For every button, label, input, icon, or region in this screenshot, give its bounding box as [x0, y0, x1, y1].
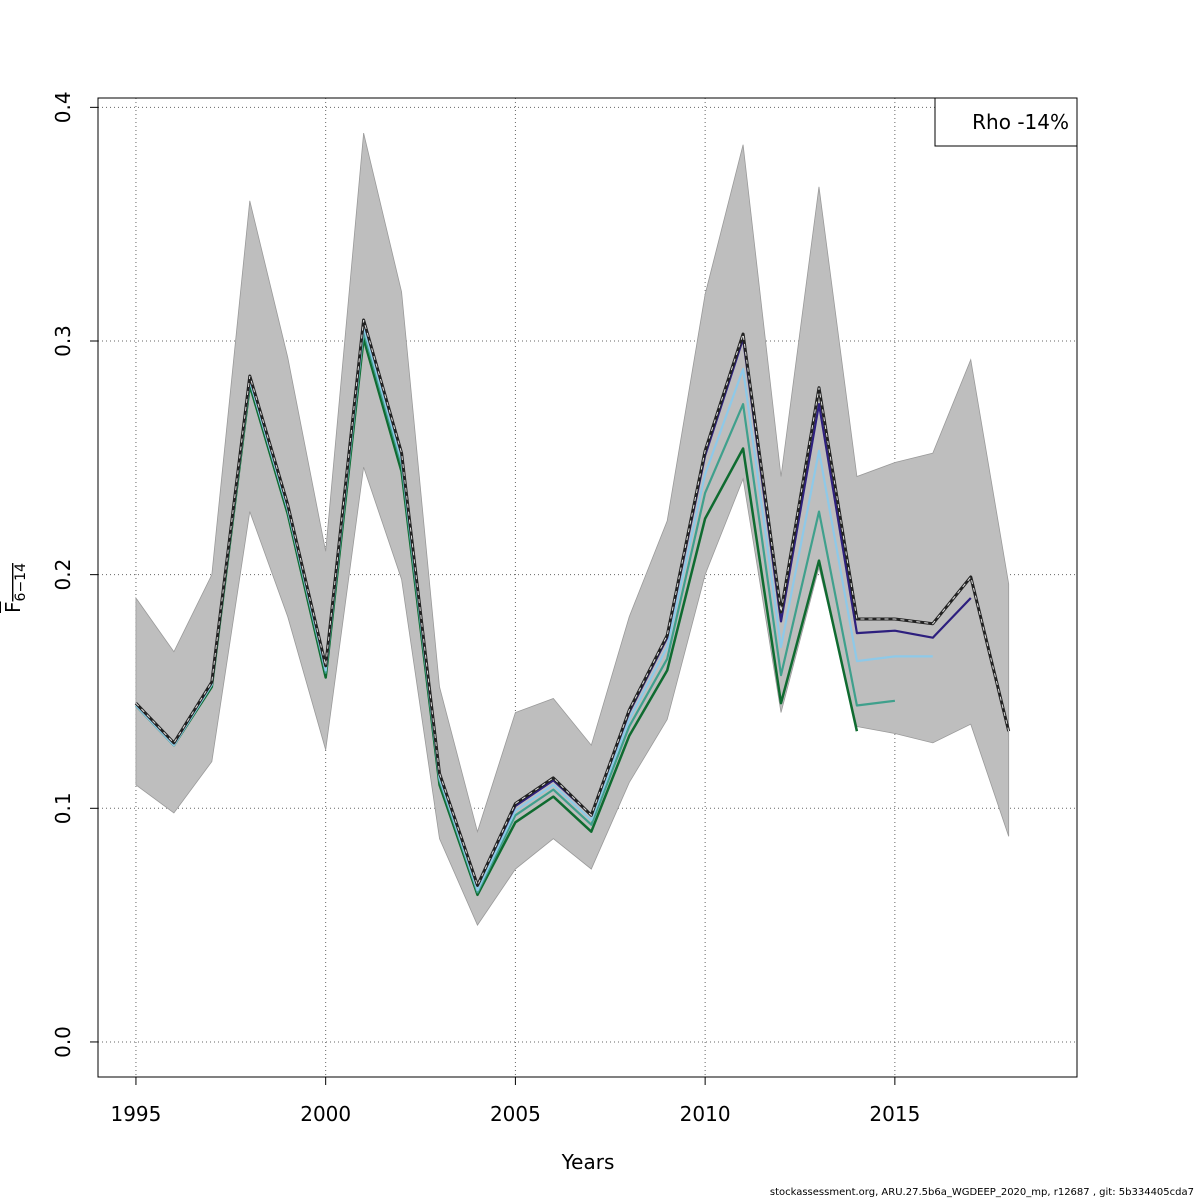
- x-tick-label: 1995: [110, 1102, 161, 1126]
- y-tick-label: 0.4: [51, 91, 75, 123]
- y-tick-label: 0.1: [51, 792, 75, 824]
- confidence-band: [135, 132, 1010, 926]
- y-axis-title-subscript: 6−14: [13, 563, 29, 602]
- legend: Rho -14%: [934, 97, 1078, 147]
- confidence-band-group: [135, 132, 1010, 926]
- series-line-reference-dash: [135, 319, 1010, 887]
- x-axis: 1995 2000 2005 2010 2015: [110, 1076, 920, 1126]
- legend-text: Rho -14%: [972, 110, 1069, 134]
- series-line: [134, 337, 859, 897]
- y-tick-label: 0.3: [51, 325, 75, 357]
- y-tick-label: 0.2: [51, 559, 75, 591]
- y-tick-label: 0.0: [51, 1026, 75, 1058]
- x-axis-title: Years: [561, 1150, 615, 1174]
- x-tick-label: 2010: [680, 1102, 731, 1126]
- footer-note: stockassessment.org, ARU.27.5b6a_WGDEEP_…: [769, 1187, 1194, 1198]
- legend-box: [934, 97, 1078, 147]
- x-tick-label: 2000: [300, 1102, 351, 1126]
- series-group: [134, 318, 1011, 897]
- y-axis: 0.0 0.1 0.2 0.3 0.4: [51, 91, 99, 1058]
- x-tick-label: 2015: [869, 1102, 920, 1126]
- y-axis-title: F6−14: [1, 563, 29, 613]
- y-axis-title-main: F: [1, 601, 25, 613]
- x-tick-label: 2005: [490, 1102, 541, 1126]
